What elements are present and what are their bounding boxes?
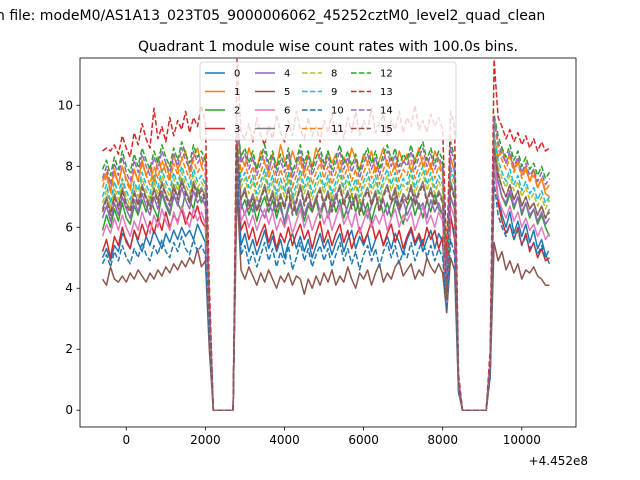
series-line-12 xyxy=(101,113,551,411)
x-tick-label: 6000 xyxy=(348,433,379,447)
x-tick-label: 10000 xyxy=(503,433,541,447)
legend-label-11: 11 xyxy=(331,124,344,135)
legend-label-5: 5 xyxy=(284,87,290,98)
x-tick-label: 8000 xyxy=(427,433,458,447)
y-tick-label: 8 xyxy=(65,159,73,173)
legend-frame xyxy=(199,61,457,141)
series-line-6 xyxy=(101,153,551,411)
legend-label-12: 12 xyxy=(380,69,393,80)
legend-label-1: 1 xyxy=(234,87,240,98)
y-tick-label: 2 xyxy=(65,342,73,356)
y-tick-label: 0 xyxy=(65,403,73,417)
ticks-layer: 0 2000 4000 6000 8000 10000 0 2 4 6 8 10 xyxy=(58,98,541,447)
legend-label-7: 7 xyxy=(284,124,290,135)
y-tick-label: 4 xyxy=(65,281,73,295)
legend-label-6: 6 xyxy=(284,106,290,117)
x-tick-label: 0 xyxy=(122,433,130,447)
legend-label-10: 10 xyxy=(331,106,344,117)
plot-frame xyxy=(79,57,577,428)
series-line-1 xyxy=(101,125,550,411)
x-tick-label: 2000 xyxy=(190,433,221,447)
y-tick-label: 10 xyxy=(58,98,73,112)
legend-label-8: 8 xyxy=(331,69,337,80)
series-layer xyxy=(101,58,551,411)
legend-label-9: 9 xyxy=(331,87,337,98)
series-line-5 xyxy=(101,186,550,411)
legend-label-0: 0 xyxy=(234,69,240,80)
series-line-10 xyxy=(101,150,551,411)
series-line-14 xyxy=(101,116,551,411)
series-line-3 xyxy=(101,153,550,411)
x-tick-label: 4000 xyxy=(269,433,300,447)
chart-title: Quadrant 1 module wise count rates with … xyxy=(138,39,518,55)
legend-label-13: 13 xyxy=(380,87,393,98)
legend-label-15: 15 xyxy=(380,124,393,135)
legend-label-4: 4 xyxy=(284,69,290,80)
legend-label-3: 3 xyxy=(234,124,240,135)
chart-suptitle: n file: modeM0/AS1A13_023T05_9000006062_… xyxy=(0,8,545,24)
legend-label-2: 2 xyxy=(234,106,240,117)
series-line-15 xyxy=(101,144,551,411)
y-tick-label: 6 xyxy=(65,220,73,234)
x-offset-label: +4.452e8 xyxy=(529,454,588,468)
series-line-8 xyxy=(101,135,551,411)
legend-label-14: 14 xyxy=(380,106,393,117)
